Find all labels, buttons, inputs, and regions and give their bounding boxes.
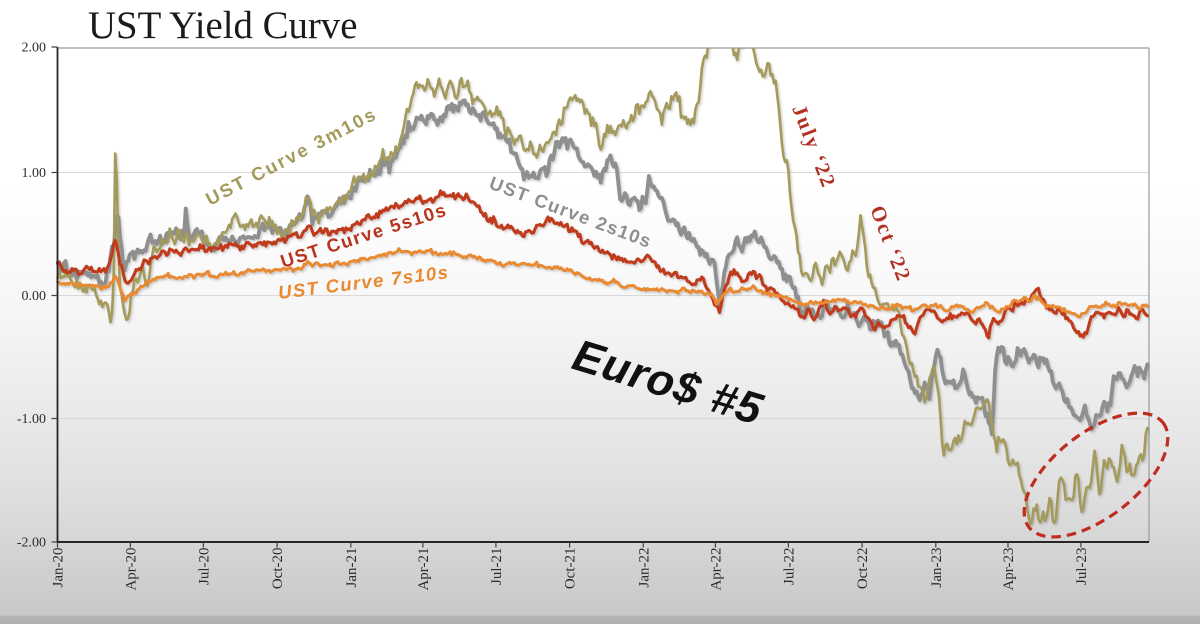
svg-text:Apr-20: Apr-20 (123, 548, 139, 591)
svg-text:Apr-22: Apr-22 (708, 548, 724, 591)
svg-text:Oct-20: Oct-20 (270, 548, 286, 590)
svg-text:Jul-21: Jul-21 (489, 548, 505, 586)
svg-text:Jan-21: Jan-21 (344, 548, 360, 588)
svg-text:Jul-23: Jul-23 (1074, 548, 1090, 586)
svg-text:UST Curve 3m10s: UST Curve 3m10s (202, 103, 380, 210)
svg-text:Apr-21: Apr-21 (416, 548, 432, 591)
svg-text:UST Curve 2s10s: UST Curve 2s10s (487, 172, 656, 252)
svg-text:1.00: 1.00 (22, 166, 47, 181)
svg-text:0.00: 0.00 (22, 289, 47, 304)
svg-text:Oct-22: Oct-22 (855, 548, 871, 590)
svg-text:-1.00: -1.00 (17, 412, 46, 427)
svg-text:Jan-22: Jan-22 (636, 548, 652, 588)
svg-text:Oct ‘22: Oct ‘22 (865, 202, 916, 285)
svg-text:Oct-21: Oct-21 (563, 548, 579, 590)
svg-text:2.00: 2.00 (22, 41, 47, 56)
svg-text:Jul-20: Jul-20 (196, 548, 212, 586)
svg-text:Jul-22: Jul-22 (781, 548, 797, 586)
svg-text:Jan-20: Jan-20 (51, 548, 67, 588)
svg-text:Euro$ #5: Euro$ #5 (567, 331, 769, 435)
svg-text:Apr-23: Apr-23 (1001, 548, 1017, 591)
svg-text:-2.00: -2.00 (17, 536, 46, 551)
svg-text:Jan-23: Jan-23 (929, 548, 945, 588)
svg-text:July ‘22: July ‘22 (787, 101, 841, 192)
svg-text:UST Yield Curve: UST Yield Curve (88, 4, 357, 47)
